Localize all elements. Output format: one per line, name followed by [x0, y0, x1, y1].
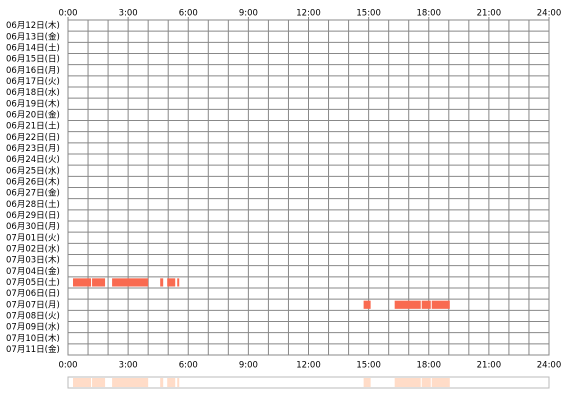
row-label: 06月22日(日) — [6, 133, 60, 143]
summary-span — [160, 378, 164, 387]
activity-span — [394, 300, 421, 309]
x-tick-label: 15:00 — [356, 9, 381, 19]
row-label: 07月09日(水) — [6, 322, 60, 333]
row-label: 06月19日(木) — [6, 98, 60, 109]
row-label: 06月25日(水) — [6, 165, 60, 176]
x-tick-label: 9:00 — [239, 361, 258, 371]
summary-span — [177, 378, 180, 387]
row-label: 06月14日(土) — [6, 42, 60, 53]
summary-span — [112, 378, 149, 387]
x-tick-label: 6:00 — [179, 9, 198, 19]
activity-span — [363, 300, 371, 309]
row-label: 06月26日(木) — [6, 176, 60, 187]
x-tick-label: 0:00 — [58, 9, 77, 19]
activity-span — [421, 300, 431, 309]
activity-span — [160, 278, 164, 287]
x-tick-label: 6:00 — [179, 361, 198, 371]
row-label: 06月29日(日) — [6, 211, 60, 221]
x-tick-label: 0:00 — [58, 361, 77, 371]
row-label: 07月03日(木) — [6, 255, 60, 266]
row-label: 06月23日(月) — [6, 144, 60, 154]
activity-span — [167, 278, 176, 287]
summary-span — [167, 378, 176, 387]
x-tick-label: 24:00 — [537, 9, 562, 19]
summary-span — [363, 378, 371, 387]
row-label: 06月13日(金) — [6, 31, 60, 42]
row-label: 07月11日(金) — [6, 344, 60, 355]
row-label: 06月12日(木) — [6, 20, 60, 31]
x-tick-label: 24:00 — [537, 361, 562, 371]
x-tick-label: 21:00 — [477, 9, 502, 19]
row-label: 06月16日(月) — [6, 66, 60, 76]
x-tick-label: 15:00 — [356, 361, 381, 371]
row-label: 07月10日(木) — [6, 333, 60, 344]
x-tick-label: 9:00 — [239, 9, 258, 19]
row-label: 06月20日(金) — [6, 109, 60, 120]
activity-span — [431, 300, 450, 309]
row-label: 07月06日(日) — [6, 289, 60, 299]
summary-span — [92, 378, 106, 387]
activity-span — [73, 278, 92, 287]
row-label: 07月08日(火) — [6, 311, 60, 321]
summary-frame — [67, 376, 550, 389]
activity-span — [92, 278, 106, 287]
row-label: 07月07日(月) — [6, 300, 60, 310]
row-label: 06月21日(土) — [6, 121, 60, 132]
x-tick-label: 21:00 — [477, 361, 502, 371]
x-tick-label: 18:00 — [417, 361, 442, 371]
summary-span — [431, 378, 450, 387]
x-tick-label: 3:00 — [119, 361, 138, 371]
activity-span — [112, 278, 149, 287]
row-label: 06月17日(火) — [6, 77, 60, 87]
summary-span — [421, 378, 431, 387]
row-label: 06月24日(火) — [6, 155, 60, 165]
row-label: 06月30日(月) — [6, 222, 60, 232]
row-label: 07月01日(火) — [6, 233, 60, 243]
row-label: 07月04日(金) — [6, 266, 60, 277]
row-label: 06月28日(土) — [6, 199, 60, 210]
row-label: 06月27日(金) — [6, 188, 60, 199]
summary-span — [73, 378, 92, 387]
x-tick-label: 12:00 — [296, 361, 321, 371]
activity-span — [177, 278, 180, 287]
row-label: 06月18日(水) — [6, 87, 60, 98]
row-label: 06月15日(日) — [6, 55, 60, 65]
row-label: 07月02日(水) — [6, 243, 60, 254]
row-label: 07月05日(土) — [6, 277, 60, 288]
x-tick-label: 3:00 — [119, 9, 138, 19]
x-tick-label: 12:00 — [296, 9, 321, 19]
summary-span — [394, 378, 421, 387]
x-tick-label: 18:00 — [417, 9, 442, 19]
